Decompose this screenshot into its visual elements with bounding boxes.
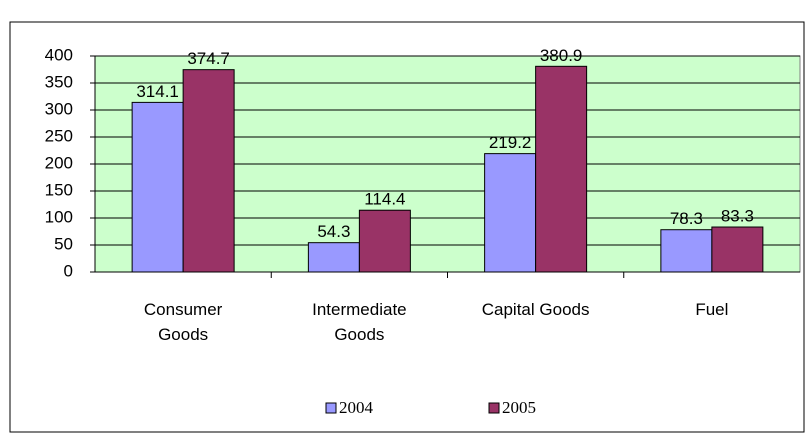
bar: [182, 69, 235, 273]
x-tick-label: Capital Goods: [481, 300, 590, 319]
y-tick-label: 300: [45, 99, 73, 118]
legend-swatch: [488, 402, 500, 414]
y-tick-label: 250: [45, 126, 73, 145]
bar: [358, 209, 411, 273]
y-tick-label: 350: [45, 72, 73, 91]
bar: [484, 153, 537, 273]
y-tick-label: 100: [45, 207, 73, 226]
legend-label: 2004: [339, 398, 374, 417]
data-label: 78.3: [670, 209, 703, 228]
data-label: 219.2: [489, 133, 532, 152]
data-label: 374.7: [187, 49, 230, 68]
x-tick-label: Fuel: [695, 300, 729, 319]
y-tick-label: 50: [54, 234, 73, 253]
bar: [660, 229, 713, 273]
y-tick-label: 0: [64, 261, 73, 280]
y-tick-label: 150: [45, 180, 73, 199]
data-label: 54.3: [317, 222, 350, 241]
y-tick-label: 400: [45, 45, 73, 64]
x-tick-label: Intermediate Goods: [312, 300, 407, 344]
legend-swatch: [325, 402, 337, 414]
data-label: 314.1: [136, 82, 179, 101]
data-label: 83.3: [721, 207, 754, 226]
legend-label: 2005: [502, 398, 536, 417]
bar: [131, 101, 184, 273]
bar: [307, 242, 360, 273]
bar: [535, 65, 588, 273]
x-tick-label: Consumer Goods: [143, 300, 223, 344]
y-tick-label: 200: [45, 153, 73, 172]
data-label: 380.9: [540, 46, 583, 65]
bar: [711, 226, 764, 273]
data-label: 114.4: [364, 190, 405, 209]
